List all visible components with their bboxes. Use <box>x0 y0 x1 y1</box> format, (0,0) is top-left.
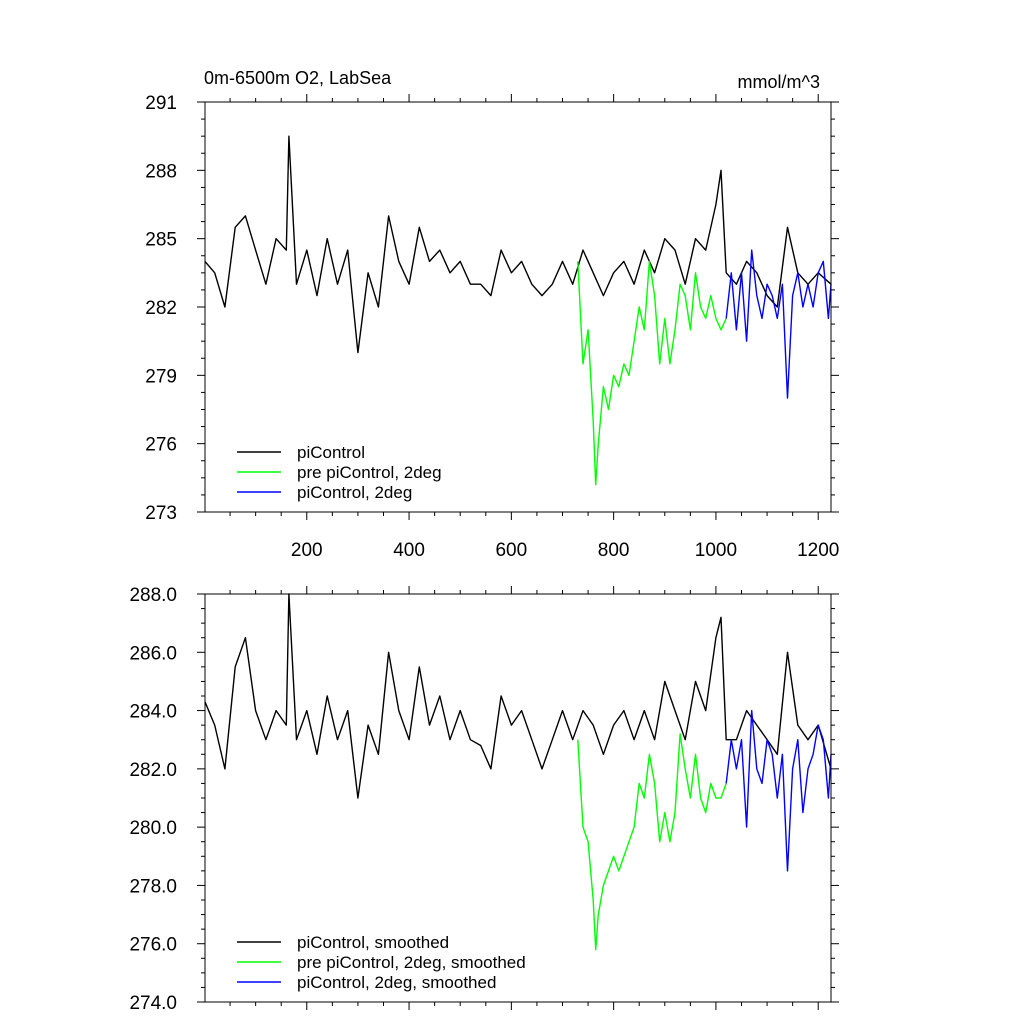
x-tick-label: 600 <box>495 540 527 561</box>
x-tick-label: 200 <box>291 540 323 561</box>
y-tick-label: 279 <box>145 366 177 387</box>
series-line-1-0 <box>204 593 832 799</box>
y-tick-label: 280.0 <box>129 818 177 839</box>
series-line-0-0 <box>204 135 832 354</box>
legend-label-0: piControl <box>297 443 365 462</box>
series-line-1-2 <box>725 709 832 872</box>
y-tick-label: 285 <box>145 230 177 251</box>
series-line-0-1 <box>577 260 727 486</box>
x-tick-label: 1200 <box>797 540 839 561</box>
y-tick-label: 286.0 <box>129 643 177 664</box>
figure-title: 0m-6500m O2, LabSea <box>204 68 392 88</box>
legend-label-1: pre piControl, 2deg <box>297 463 442 482</box>
units-label: mmol/m^3 <box>738 72 820 92</box>
x-tick-label: 800 <box>598 540 630 561</box>
y-tick-label: 282 <box>145 298 177 319</box>
y-tick-label: 276 <box>145 435 177 456</box>
y-tick-label: 288.0 <box>129 585 177 606</box>
y-tick-label: 276.0 <box>129 935 177 956</box>
y-tick-label: 291 <box>145 93 177 114</box>
y-tick-label: 278.0 <box>129 876 177 897</box>
bottom-panel-smoothed-series: 274.0 276.0 278.0 280.0 282.0 284.0 286.0 288.0… <box>129 585 839 1014</box>
y-tick-label: 284.0 <box>129 702 177 723</box>
legend-label-1: pre piControl, 2deg, smoothed <box>297 953 526 972</box>
x-tick-label: 400 <box>393 540 425 561</box>
legend-label-0: piControl, smoothed <box>297 933 449 952</box>
series-line-0-2 <box>725 249 832 399</box>
y-tick-label: 274.0 <box>129 993 177 1014</box>
x-tick-label: 1000 <box>695 540 737 561</box>
top-panel-raw-series: 273 276 279 282 285 288 291 200 400 600 800 1000 120… <box>145 93 839 561</box>
series-line-1-1 <box>577 733 727 951</box>
y-tick-label: 273 <box>145 503 177 524</box>
y-tick-label: 288 <box>145 161 177 182</box>
legend-label-2: piControl, 2deg <box>297 483 412 502</box>
legend-label-2: piControl, 2deg, smoothed <box>297 973 496 992</box>
y-tick-label: 282.0 <box>129 760 177 781</box>
